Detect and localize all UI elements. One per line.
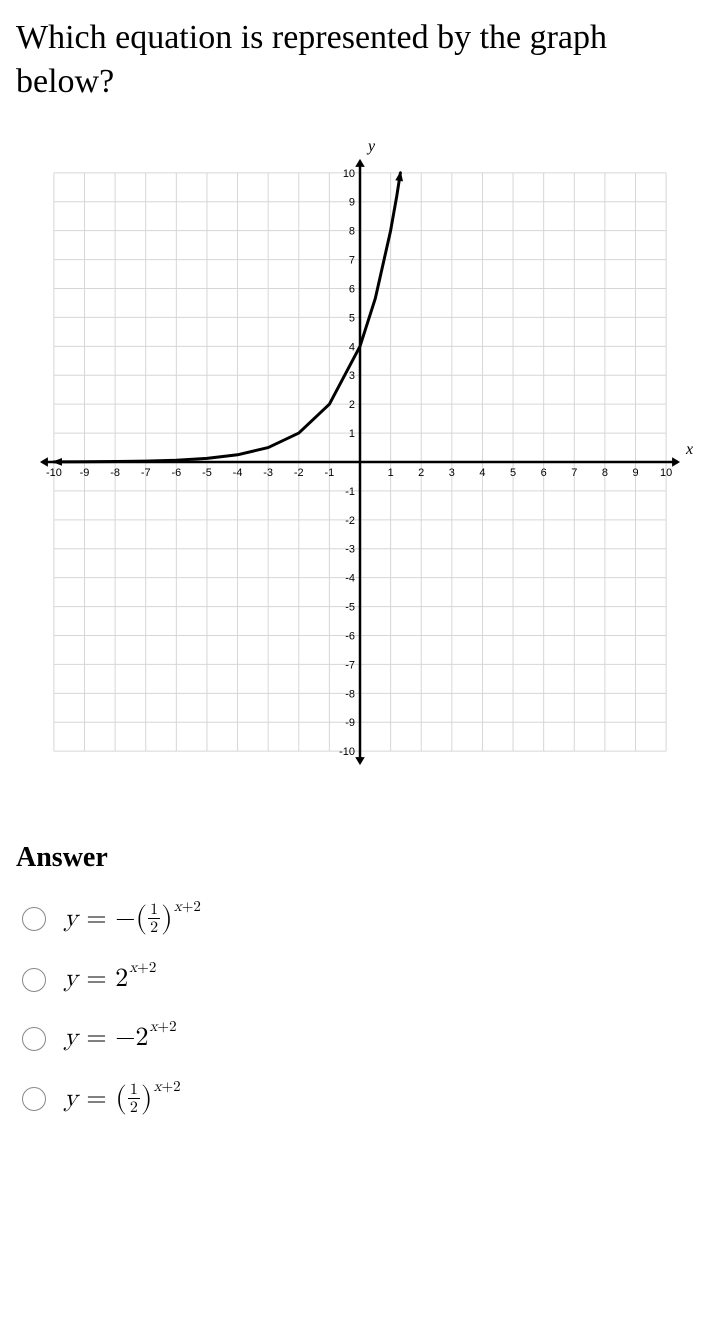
svg-text:7: 7 xyxy=(349,255,355,267)
question-text: Which equation is represented by the gra… xyxy=(16,16,704,104)
svg-text:8: 8 xyxy=(349,226,355,238)
svg-text:-8: -8 xyxy=(110,467,120,479)
svg-text:-1: -1 xyxy=(325,467,335,479)
equation-label: y = −(12)x+2 xyxy=(64,902,201,936)
svg-text:7: 7 xyxy=(571,467,577,479)
svg-text:5: 5 xyxy=(510,467,516,479)
coordinate-graph: -10 -9 -8 -7 -6 -5 -4 -3 -2 -1 1 2 3 4 5 6 7 8 9 10 -10 -9 -8 -… xyxy=(16,132,704,792)
equation-label: y = 2x+2 xyxy=(64,964,156,995)
svg-text:2: 2 xyxy=(418,467,424,479)
radio-icon[interactable] xyxy=(22,907,46,931)
answer-option[interactable]: y = −2x+2 xyxy=(22,1023,704,1054)
answer-option[interactable]: y = −(12)x+2 xyxy=(22,902,704,936)
svg-text:3: 3 xyxy=(349,371,355,383)
answer-heading: Answer xyxy=(16,842,704,874)
svg-text:-6: -6 xyxy=(171,467,181,479)
svg-text:-4: -4 xyxy=(233,467,243,479)
answer-option[interactable]: y = 2x+2 xyxy=(22,964,704,995)
svg-text:-2: -2 xyxy=(294,467,304,479)
chart-container: -10 -9 -8 -7 -6 -5 -4 -3 -2 -1 1 2 3 4 5 6 7 8 9 10 -10 -9 -8 -… xyxy=(16,132,704,792)
svg-text:1: 1 xyxy=(349,428,355,440)
svg-text:-5: -5 xyxy=(202,467,212,479)
svg-text:-10: -10 xyxy=(339,747,355,759)
svg-text:-9: -9 xyxy=(80,467,90,479)
equation-label: y = −2x+2 xyxy=(64,1023,177,1054)
radio-icon[interactable] xyxy=(22,1027,46,1051)
svg-text:-2: -2 xyxy=(345,515,355,527)
radio-icon[interactable] xyxy=(22,1087,46,1111)
svg-text:-5: -5 xyxy=(345,602,355,614)
svg-text:8: 8 xyxy=(602,467,608,479)
svg-text:-10: -10 xyxy=(46,467,62,479)
svg-text:-3: -3 xyxy=(263,467,273,479)
svg-text:y: y xyxy=(366,138,376,155)
svg-text:9: 9 xyxy=(632,467,638,479)
svg-text:-1: -1 xyxy=(345,486,355,498)
svg-text:2: 2 xyxy=(349,400,355,412)
svg-text:6: 6 xyxy=(541,467,547,479)
svg-text:-9: -9 xyxy=(345,718,355,730)
svg-text:9: 9 xyxy=(349,197,355,209)
svg-text:-8: -8 xyxy=(345,689,355,701)
svg-text:-3: -3 xyxy=(345,544,355,556)
svg-text:4: 4 xyxy=(479,467,485,479)
svg-text:x: x xyxy=(685,441,693,458)
svg-text:-4: -4 xyxy=(345,573,355,585)
svg-text:10: 10 xyxy=(343,168,355,180)
svg-text:6: 6 xyxy=(349,284,355,296)
answer-option[interactable]: y = (12)x+2 xyxy=(22,1082,704,1116)
svg-text:10: 10 xyxy=(660,467,672,479)
answer-options-list: y = −(12)x+2 y = 2x+2 y = −2x+2 y = (12)x+2 xyxy=(16,902,704,1116)
svg-text:5: 5 xyxy=(349,313,355,325)
svg-text:4: 4 xyxy=(349,342,355,354)
svg-text:1: 1 xyxy=(388,467,394,479)
svg-text:-7: -7 xyxy=(141,467,151,479)
svg-text:3: 3 xyxy=(449,467,455,479)
radio-icon[interactable] xyxy=(22,968,46,992)
svg-text:-7: -7 xyxy=(345,660,355,672)
equation-label: y = (12)x+2 xyxy=(64,1082,181,1116)
svg-text:-6: -6 xyxy=(345,631,355,643)
